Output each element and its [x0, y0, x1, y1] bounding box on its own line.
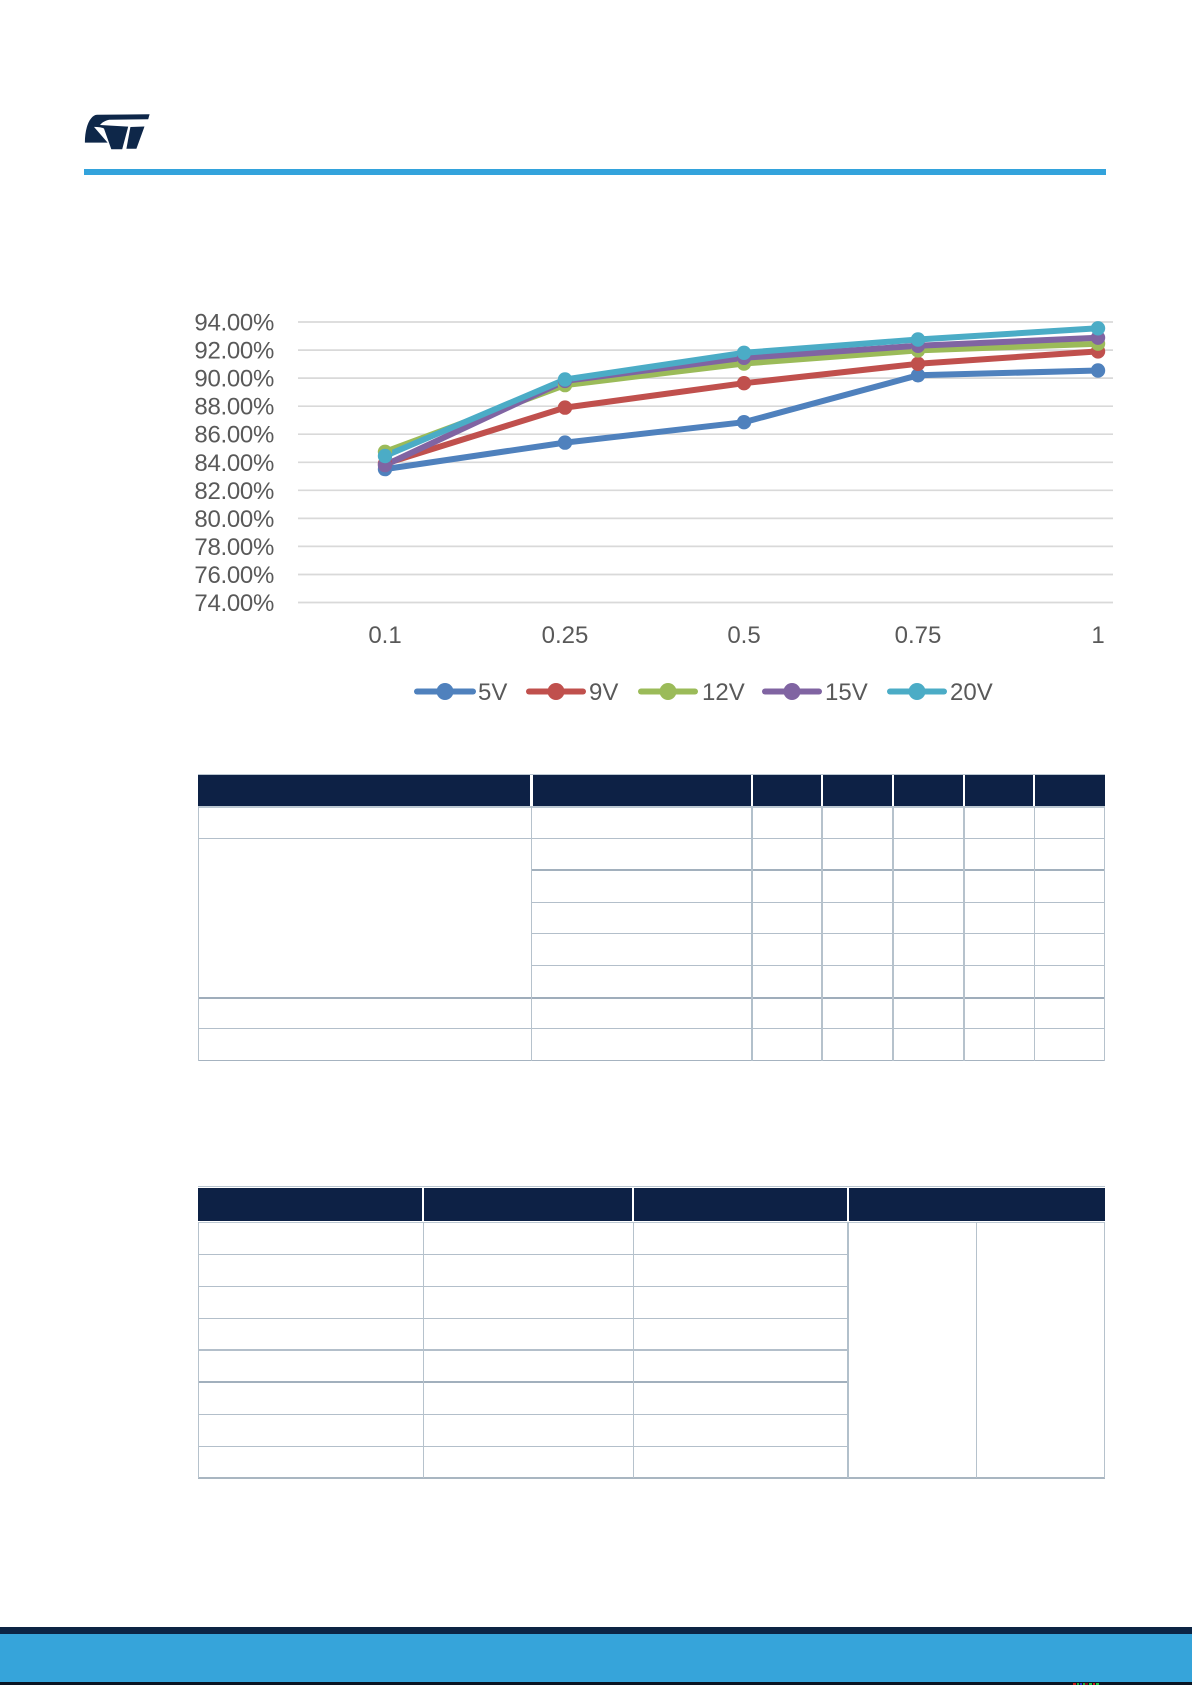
svg-text:94.00%: 94.00%	[194, 310, 274, 337]
svg-text:76.00%: 76.00%	[194, 562, 274, 589]
svg-text:0.5: 0.5	[727, 622, 760, 649]
svg-text:12V: 12V	[702, 679, 745, 706]
svg-text:0.1: 0.1	[368, 622, 401, 649]
svg-text:84.00%: 84.00%	[194, 450, 274, 477]
svg-text:0.75: 0.75	[895, 622, 942, 649]
svg-text:5V: 5V	[478, 679, 507, 706]
svg-text:82.00%: 82.00%	[194, 478, 274, 505]
svg-text:78.00%: 78.00%	[194, 534, 274, 561]
svg-text:92.00%: 92.00%	[194, 338, 274, 365]
svg-text:90.00%: 90.00%	[194, 366, 274, 393]
svg-text:80.00%: 80.00%	[194, 506, 274, 533]
svg-text:9V: 9V	[589, 679, 618, 706]
svg-text:1: 1	[1091, 622, 1104, 649]
svg-text:86.00%: 86.00%	[194, 422, 274, 449]
svg-text:88.00%: 88.00%	[194, 394, 274, 421]
svg-text:15V: 15V	[825, 679, 868, 706]
svg-text:74.00%: 74.00%	[194, 590, 274, 617]
svg-text:20V: 20V	[950, 679, 993, 706]
svg-text:0.25: 0.25	[542, 622, 589, 649]
